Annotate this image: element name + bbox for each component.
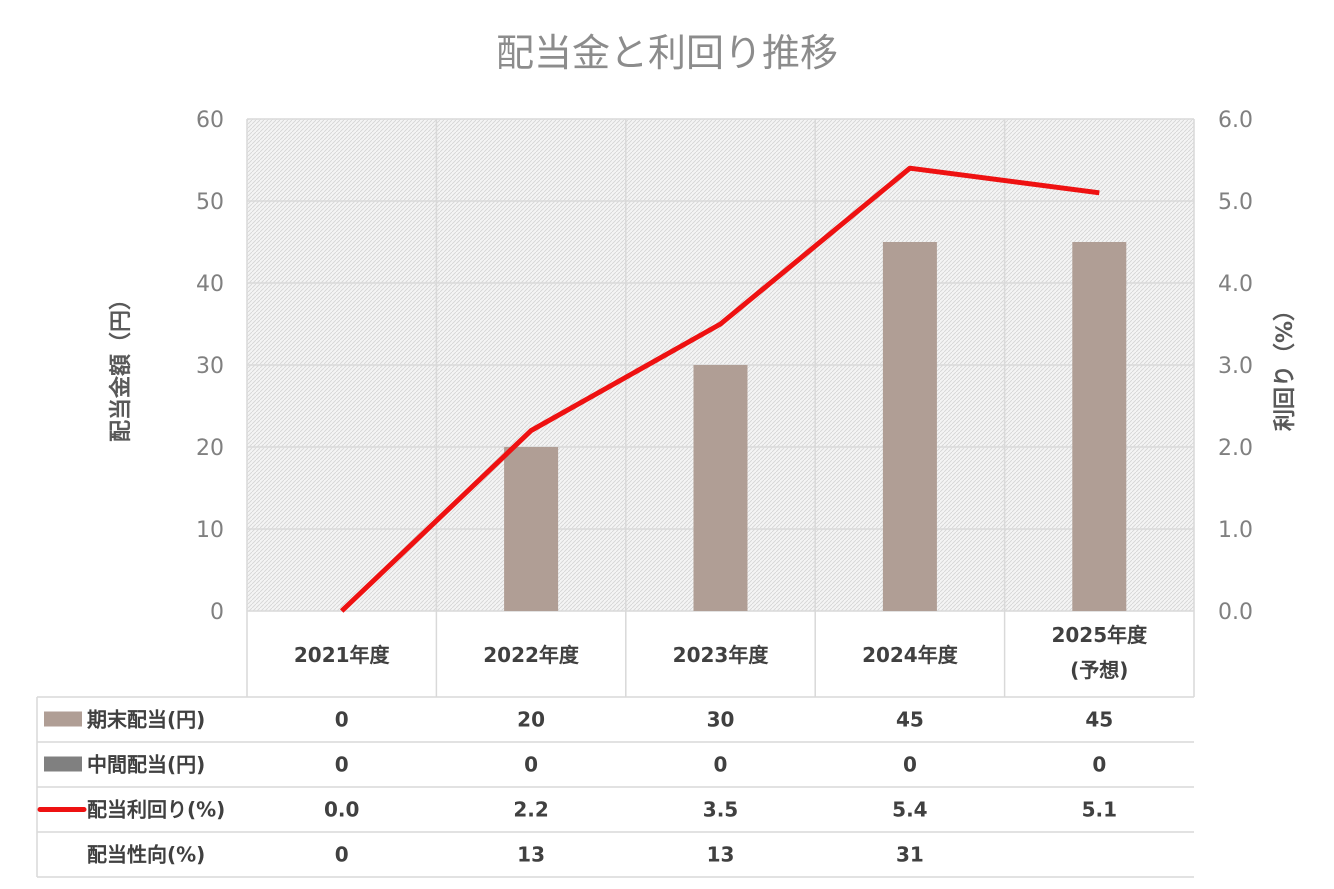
y-tick-label: 30 [196, 354, 224, 379]
y2-tick-label: 4.0 [1218, 272, 1253, 297]
bar-year-end [504, 447, 559, 611]
y-tick-label: 50 [196, 190, 224, 215]
y-tick-label: 20 [196, 436, 224, 461]
table-cell: 0 [524, 753, 538, 777]
y2-tick-label: 1.0 [1218, 518, 1253, 543]
yield-line [339, 165, 1100, 613]
category-label-line: 2024年度 [862, 643, 959, 667]
table-cell: 30 [707, 708, 735, 732]
table-cell: 0.0 [324, 798, 359, 822]
category-label-line: 2022年度 [483, 643, 580, 667]
y2-tick-label: 6.0 [1218, 108, 1253, 133]
bar-year-end [1072, 242, 1127, 611]
table-cell: 13 [707, 843, 735, 867]
y-tick-label: 10 [196, 518, 224, 543]
y-tick-label: 60 [196, 108, 224, 133]
table-cell: 2.2 [513, 798, 548, 822]
category-label-line: (予想) [1070, 658, 1128, 682]
chart-title: 配当金と利回り推移 [496, 31, 838, 75]
table-cell: 20 [517, 708, 545, 732]
bar-year-end [882, 242, 937, 611]
legend-key-bar [44, 756, 82, 772]
category-label: 2022年度 [483, 643, 580, 667]
y-axis-title: 配当金額（円） [108, 288, 134, 442]
row-label: 中間配当(円) [87, 753, 205, 777]
table-cell: 5.1 [1082, 798, 1117, 822]
plot-area: 0 10 20 30 40 50 60 0.0 1.0 2.0 3.0 4.0 5.0 6.0 配当金額（円… [108, 108, 1298, 697]
row-label: 配当利回り(%) [87, 798, 225, 822]
data-table: 2021年度 2022年度 2023年度 2024年度 2025年度 (予想) 期末配当(円… [36, 623, 1194, 878]
bar-year-end [693, 365, 748, 611]
table-cell: 0 [903, 753, 917, 777]
y2-tick-label: 3.0 [1218, 354, 1253, 379]
row-label: 配当性向(%) [87, 843, 205, 867]
table-cell: 0 [1092, 753, 1106, 777]
y2-tick-label: 2.0 [1218, 436, 1253, 461]
table-cell: 0 [714, 753, 728, 777]
category-label: 2024年度 [862, 643, 959, 667]
y-tick-label: 0 [210, 600, 224, 625]
table-cell: 31 [896, 843, 924, 867]
category-label: 2023年度 [673, 643, 770, 667]
table-cell: 45 [1085, 708, 1113, 732]
table-cell: 13 [517, 843, 545, 867]
row-label: 期末配当(円) [87, 708, 205, 732]
y2-axis-title: 利回り（%） [1273, 299, 1298, 431]
table-cell: 0 [335, 708, 349, 732]
category-label-line: 2021年度 [294, 643, 391, 667]
legend-key-bar [44, 711, 82, 727]
table-cell: 0 [335, 843, 349, 867]
category-label: 2021年度 [294, 643, 391, 667]
y-tick-label: 40 [196, 272, 224, 297]
y2-tick-label: 0.0 [1218, 600, 1253, 625]
table-cell: 45 [896, 708, 924, 732]
category-label: 2025年度 (予想) [1051, 623, 1148, 682]
y2-tick-label: 5.0 [1218, 190, 1253, 215]
table-cell: 5.4 [892, 798, 927, 822]
table-cell: 3.5 [703, 798, 738, 822]
table-cell: 0 [335, 753, 349, 777]
category-label-line: 2025年度 [1051, 623, 1148, 647]
category-label-line: 2023年度 [673, 643, 770, 667]
